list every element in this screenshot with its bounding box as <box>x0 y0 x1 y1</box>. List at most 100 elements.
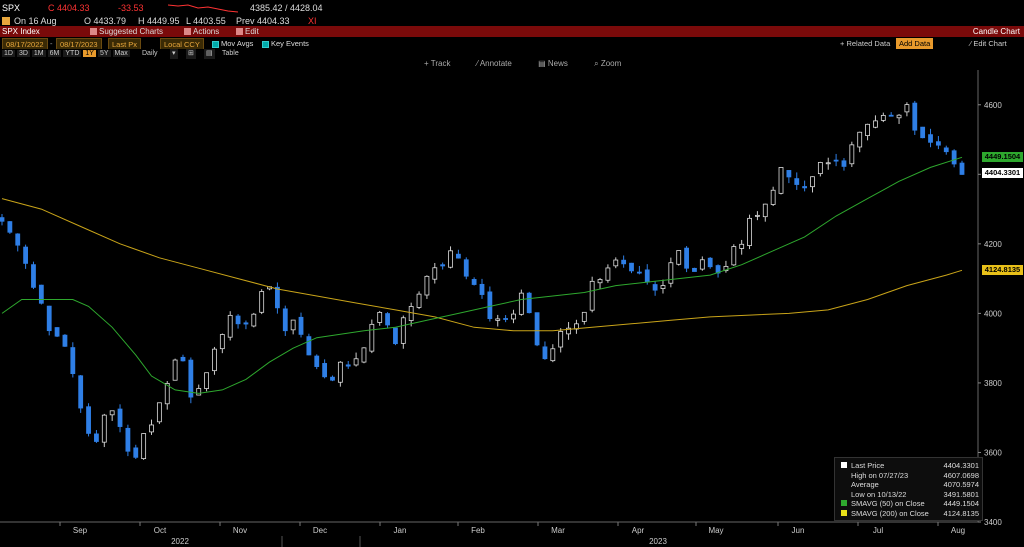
candle-body <box>951 150 957 165</box>
candle-body <box>424 275 430 296</box>
candle-body <box>141 433 147 460</box>
legend-value: 4124.8135 <box>943 508 979 518</box>
candle-body <box>558 331 564 348</box>
legend-swatch <box>841 500 847 506</box>
candle-body <box>542 346 548 360</box>
edit-label: Edit <box>245 27 259 36</box>
sma200-line <box>1 198 963 332</box>
period-ytd[interactable]: YTD <box>63 50 82 57</box>
y-tick-label: 3800 <box>984 379 1002 388</box>
candle-body <box>825 162 831 165</box>
candle-body <box>369 323 375 352</box>
news-tool[interactable]: ▤ News <box>538 59 568 68</box>
start-date-field[interactable]: 08/17/2022 <box>2 38 48 49</box>
actions-button[interactable]: Actions <box>184 26 219 37</box>
edit-button[interactable]: Edit <box>236 26 259 37</box>
candle-body <box>699 259 705 270</box>
zoom-tool[interactable]: ⌕ Zoom <box>594 59 622 68</box>
candle-body <box>534 312 540 346</box>
period-3d[interactable]: 3D <box>16 50 30 57</box>
candle-body <box>487 291 493 319</box>
candle-body <box>46 305 52 332</box>
legend-value: 4404.3301 <box>943 461 979 470</box>
candle-body <box>778 167 784 194</box>
value-tag: 4124.8135 <box>982 264 1023 275</box>
x-month-label: Jun <box>792 526 805 535</box>
candle-body <box>613 259 619 267</box>
edit-icon <box>236 28 243 36</box>
period-1d[interactable]: 1D <box>2 50 15 57</box>
candle-body <box>959 162 965 175</box>
candle-body <box>684 247 689 269</box>
chart-type-title: Candle Chart <box>972 27 1020 36</box>
candle-body <box>7 221 13 233</box>
chart-icon[interactable] <box>2 17 10 25</box>
x-month-label: Dec <box>313 526 327 535</box>
candle-body <box>928 134 933 143</box>
candle-body <box>188 359 194 398</box>
ticker[interactable]: SPX <box>2 3 21 13</box>
related-data-button[interactable]: + Related Data <box>840 39 891 48</box>
x-year-label: 2022 <box>171 537 189 546</box>
candle-body <box>479 283 485 295</box>
quote-header: SPX C 4404.33 -33.53 4385.42 / 4428.04 <box>0 0 1024 16</box>
legend-label: Average <box>851 480 879 489</box>
suggested-charts-button[interactable]: Suggested Charts <box>90 26 163 37</box>
actions-icon <box>184 28 191 36</box>
frequency-select[interactable]: Daily <box>142 50 158 57</box>
add-data-button[interactable]: Add Data <box>896 38 934 49</box>
candle-body <box>865 123 870 136</box>
candle-body <box>0 217 5 222</box>
actions-label: Actions <box>193 27 220 36</box>
legend-row: SMAVG (200) on Close 4124.8135 <box>839 509 979 518</box>
period-1y[interactable]: 1Y <box>83 50 96 57</box>
candle-body <box>692 267 697 272</box>
key-events-toggle[interactable]: Key Events <box>262 38 309 49</box>
candle-body <box>912 102 918 131</box>
candle-body <box>880 115 886 121</box>
candle-body <box>196 388 202 396</box>
candle-body <box>849 144 855 165</box>
sparkline-icon <box>168 4 238 13</box>
period-max[interactable]: Max <box>112 50 130 57</box>
currency-select[interactable]: Local CCY <box>160 38 204 49</box>
line-style-button[interactable]: ▾ <box>170 49 178 59</box>
candle-body <box>676 250 682 265</box>
candle-body <box>70 347 76 374</box>
field-select[interactable]: Last Px <box>108 38 142 49</box>
candle-body <box>660 285 666 289</box>
candle-body <box>802 186 808 189</box>
security-name[interactable]: SPX Index <box>2 27 40 36</box>
period-1m[interactable]: 1M <box>31 50 46 57</box>
legend-row: SMAVG (50) on Close 4449.1504 <box>839 499 979 508</box>
candle-body <box>589 280 595 311</box>
legend-swatch <box>841 462 847 468</box>
chart-legend: Last Price 4404.3301 High on 07/27/23 4607.… <box>834 457 983 521</box>
low-value: L 4403.55 <box>186 16 226 26</box>
legend-row: Last Price 4404.3301 <box>839 461 979 470</box>
candle-body <box>455 253 461 259</box>
candle-body <box>259 291 265 313</box>
edit-chart-button[interactable]: ⁄ Edit Chart <box>970 39 1007 48</box>
candle-body <box>275 286 280 309</box>
table-button[interactable]: Table <box>222 50 239 57</box>
fit-button[interactable]: ⊞ <box>186 49 196 59</box>
end-date-field[interactable]: 08/17/2023 <box>56 38 102 49</box>
mov-avgs-toggle[interactable]: Mov Avgs <box>212 38 253 49</box>
track-tool[interactable]: + Track <box>424 59 451 68</box>
candle-body <box>904 104 910 113</box>
table-icon[interactable]: ▤ <box>204 49 215 59</box>
candle-body <box>243 322 249 325</box>
candle-body <box>38 284 44 304</box>
annotate-tool[interactable]: ⁄ Annotate <box>476 59 512 68</box>
menu-bar: SPX Index Suggested Charts Actions Edit … <box>0 26 1024 37</box>
day-range: 4385.42 / 4428.04 <box>250 3 323 13</box>
candle-body <box>408 306 414 321</box>
legend-value: 4449.1504 <box>943 499 979 508</box>
period-6m[interactable]: 6M <box>47 50 62 57</box>
candle-body <box>566 327 571 335</box>
candle-body <box>810 176 815 188</box>
suggested-charts-label: Suggested Charts <box>99 27 164 36</box>
period-5y[interactable]: 5Y <box>97 50 111 57</box>
